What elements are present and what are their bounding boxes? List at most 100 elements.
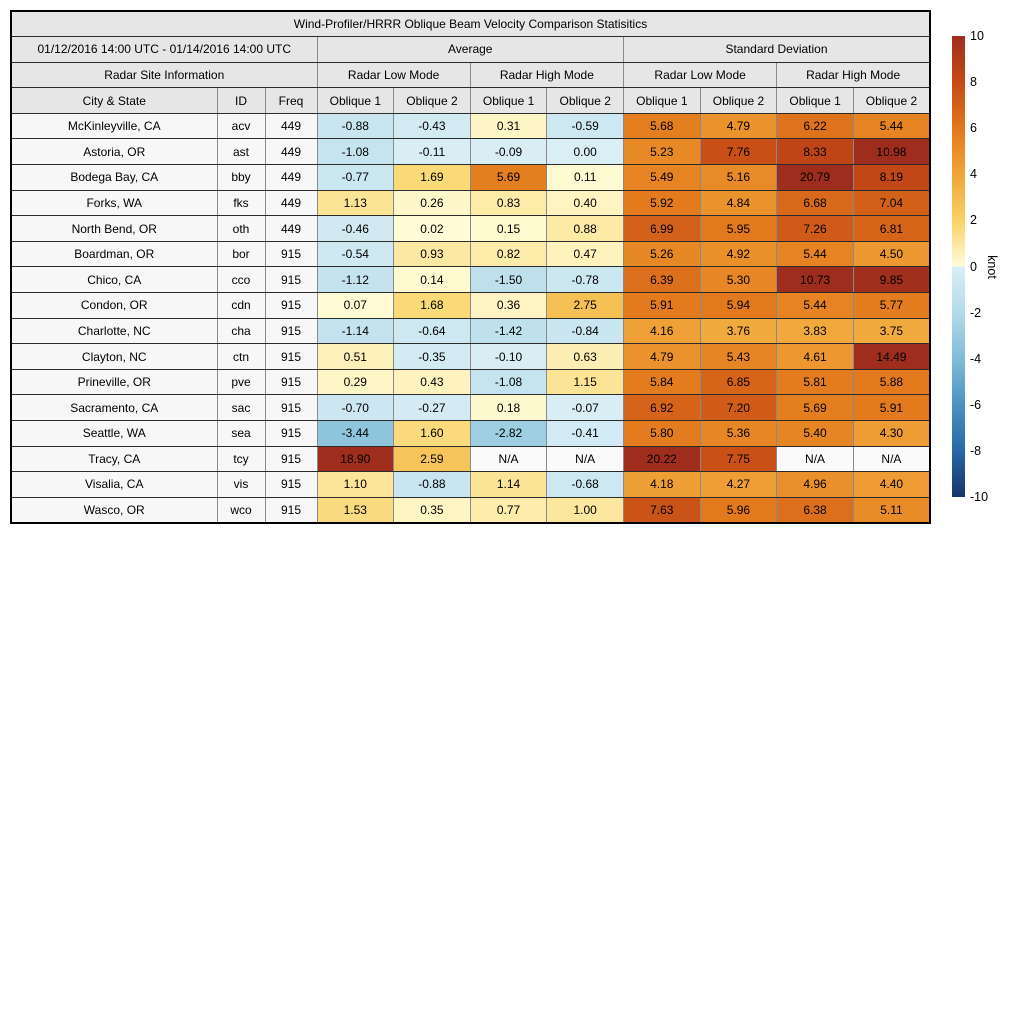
colorbar-gradient [952,36,965,497]
value-cell: -0.43 [393,112,471,140]
value-cell: 5.36 [699,420,778,447]
value-cell: 1.10 [316,471,395,498]
value-cell: 0.82 [469,240,548,268]
table-title: Wind-Profiler/HRRR Oblique Beam Velocity… [10,10,931,38]
value-cell: 14.49 [852,343,931,370]
value-cell: 8.19 [852,164,931,191]
value-cell: 1.53 [316,496,395,524]
city-cell: Astoria, OR [10,138,218,166]
header-avg-low-mode: Radar Low Mode [316,61,471,89]
value-cell: 5.91 [852,394,931,421]
value-cell: 10.73 [776,266,854,294]
value-cell: -0.88 [316,112,395,140]
value-cell: 5.26 [623,240,701,268]
header-std-low-mode: Radar Low Mode [622,61,778,89]
table-row: Condon, OR cdn 915 0.07 1.68 0.36 2.75 5.91 5.94… [10,292,931,319]
header-oblique1: Oblique 1 [469,87,548,114]
value-cell: N/A [852,445,931,473]
table-row: North Bend, OR oth 449 -0.46 0.02 0.15 0.88 6.9… [10,215,931,242]
value-cell: -0.41 [546,420,624,447]
value-cell: 0.02 [393,215,471,242]
freq-cell: 915 [264,368,318,396]
freq-cell: 449 [264,189,318,217]
header-freq: Freq [264,87,318,114]
value-cell: -0.68 [546,471,624,498]
value-cell: 18.90 [316,445,395,473]
value-cell: 0.43 [393,368,471,396]
value-cell: 1.00 [546,496,624,524]
header-oblique1: Oblique 1 [623,87,701,114]
city-cell: Condon, OR [10,292,218,319]
colorbar-tick-label: 2 [970,213,977,228]
value-cell: 6.92 [623,394,701,421]
value-cell: 4.27 [699,471,778,498]
value-cell: 7.75 [699,445,778,473]
value-cell: 4.61 [776,343,854,370]
table-row: Seattle, WA sea 915 -3.44 1.60 -2.82 -0.41 5.80… [10,420,931,447]
freq-cell: 449 [264,215,318,242]
value-cell: 0.88 [546,215,624,242]
city-cell: Chico, CA [10,266,218,294]
value-cell: 10.98 [852,138,931,166]
colorbar-tick-label: -8 [970,443,982,458]
header-oblique1: Oblique 1 [776,87,854,114]
header-oblique1: Oblique 1 [316,87,395,114]
value-cell: -0.84 [546,317,624,345]
value-cell: 6.81 [852,215,931,242]
colorbar: knot 10 8 6 4 2 0 -2 -4 -6 -8 -10 [952,30,999,503]
colorbar-tick-label: 6 [970,120,977,135]
mode-header-row: Radar Site Information Radar Low Mode Ra… [10,61,931,89]
table-row: Visalia, CA vis 915 1.10 -0.88 1.14 -0.68 4.18 4… [10,471,931,498]
id-cell: fks [216,189,266,217]
value-cell: 20.22 [623,445,701,473]
value-cell: -0.09 [469,138,548,166]
value-cell: 4.50 [852,240,931,268]
value-cell: 7.76 [699,138,778,166]
colorbar-tick-label: 4 [970,167,977,182]
table-row: Bodega Bay, CA bby 449 -0.77 1.69 5.69 0.11 5.4… [10,164,931,191]
table-row: McKinleyville, CA acv 449 -0.88 -0.43 0.31 -0.… [10,112,931,140]
header-average: Average [316,36,624,63]
city-cell: Visalia, CA [10,471,218,498]
colorbar-tick-label: 10 [970,28,984,43]
value-cell: 5.69 [469,164,548,191]
value-cell: 4.18 [623,471,701,498]
table-row: Wasco, OR wco 915 1.53 0.35 0.77 1.00 7.63 5.96 6… [10,496,931,524]
colorbar-tick-label: 0 [970,259,977,274]
freq-cell: 915 [264,496,318,524]
stats-table: Wind-Profiler/HRRR Oblique Beam Velocity… [10,10,931,524]
header-oblique2: Oblique 2 [699,87,778,114]
value-cell: 0.26 [393,189,471,217]
id-cell: bby [216,164,266,191]
header-oblique2: Oblique 2 [546,87,624,114]
value-cell: 5.84 [623,368,701,396]
value-cell: 1.69 [393,164,471,191]
header-std-high-mode: Radar High Mode [776,61,931,89]
freq-cell: 915 [264,394,318,421]
freq-cell: 915 [264,266,318,294]
value-cell: 5.92 [623,189,701,217]
id-cell: bor [216,240,266,268]
header-oblique2: Oblique 2 [852,87,931,114]
value-cell: 5.16 [699,164,778,191]
value-cell: 0.47 [546,240,624,268]
value-cell: 0.31 [469,112,548,140]
city-cell: Forks, WA [10,189,218,217]
id-cell: oth [216,215,266,242]
value-cell: -0.46 [316,215,395,242]
value-cell: 3.83 [776,317,854,345]
value-cell: 0.40 [546,189,624,217]
value-cell: N/A [546,445,624,473]
city-cell: Tracy, CA [10,445,218,473]
value-cell: 0.15 [469,215,548,242]
value-cell: -1.12 [316,266,395,294]
id-cell: acv [216,112,266,140]
value-cell: 0.18 [469,394,548,421]
freq-cell: 449 [264,164,318,191]
value-cell: 5.80 [623,420,701,447]
value-cell: 1.68 [393,292,471,319]
value-cell: 0.29 [316,368,395,396]
header-id: ID [216,87,266,114]
value-cell: 6.38 [776,496,854,524]
colorbar-tick-label: -10 [970,489,989,504]
